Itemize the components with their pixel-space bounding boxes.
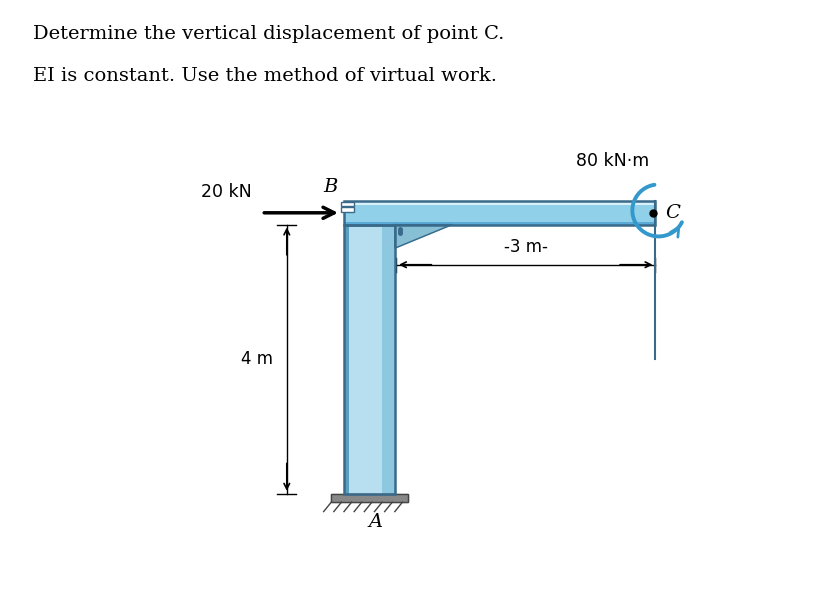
Bar: [341, 207, 353, 211]
Bar: [349, 224, 382, 493]
Text: 80 kN·m: 80 kN·m: [575, 152, 649, 170]
Text: Determine the vertical displacement of point C.: Determine the vertical displacement of p…: [33, 25, 504, 42]
Bar: [344, 222, 654, 224]
Bar: [331, 493, 407, 502]
Text: 20 kN: 20 kN: [201, 183, 251, 201]
Bar: [341, 207, 353, 211]
Text: B: B: [323, 178, 337, 196]
Bar: [344, 201, 654, 205]
Bar: [382, 224, 395, 493]
Text: EI is constant. Use the method of virtual work.: EI is constant. Use the method of virtua…: [33, 67, 496, 85]
Text: 4 m: 4 m: [241, 350, 273, 368]
Bar: [344, 205, 654, 222]
Bar: [341, 202, 353, 206]
Bar: [344, 224, 395, 493]
Bar: [331, 493, 407, 502]
Text: -3 m-: -3 m-: [503, 238, 547, 256]
Bar: [341, 202, 353, 206]
Text: A: A: [369, 512, 382, 530]
Bar: [344, 224, 349, 493]
Bar: [344, 201, 654, 224]
Text: C: C: [664, 204, 679, 222]
Polygon shape: [395, 224, 451, 248]
